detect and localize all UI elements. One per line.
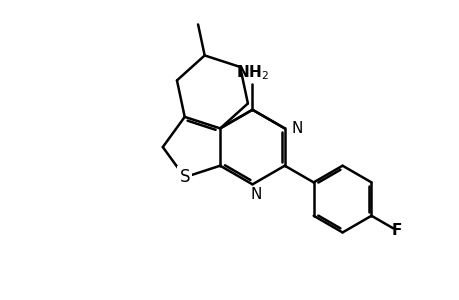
Text: N: N: [250, 187, 262, 202]
Text: F: F: [391, 223, 401, 238]
Text: S: S: [179, 168, 190, 186]
Text: NH$_2$: NH$_2$: [235, 63, 269, 82]
Text: N: N: [291, 121, 302, 136]
